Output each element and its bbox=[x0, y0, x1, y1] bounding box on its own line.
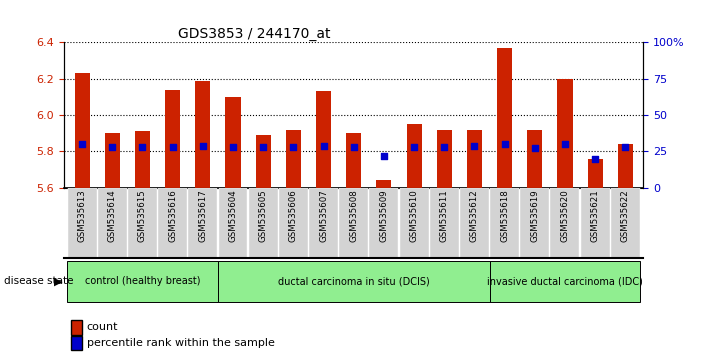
Text: GSM535615: GSM535615 bbox=[138, 190, 147, 242]
FancyBboxPatch shape bbox=[490, 261, 641, 302]
Text: GSM535618: GSM535618 bbox=[500, 190, 509, 242]
FancyBboxPatch shape bbox=[68, 188, 97, 258]
FancyBboxPatch shape bbox=[218, 261, 490, 302]
Bar bbox=[75, 73, 90, 188]
FancyBboxPatch shape bbox=[460, 188, 489, 258]
Bar bbox=[557, 79, 572, 188]
Point bbox=[318, 143, 329, 148]
FancyBboxPatch shape bbox=[370, 188, 398, 258]
Bar bbox=[467, 130, 482, 188]
FancyBboxPatch shape bbox=[188, 188, 218, 258]
Text: count: count bbox=[87, 322, 118, 332]
Point bbox=[589, 156, 601, 161]
Text: GSM535605: GSM535605 bbox=[259, 190, 267, 242]
Text: GSM535608: GSM535608 bbox=[349, 190, 358, 242]
Text: ▶: ▶ bbox=[54, 276, 63, 286]
Point bbox=[439, 144, 450, 150]
FancyBboxPatch shape bbox=[550, 188, 579, 258]
Text: invasive ductal carcinoma (IDC): invasive ductal carcinoma (IDC) bbox=[487, 276, 643, 286]
FancyBboxPatch shape bbox=[158, 188, 187, 258]
FancyBboxPatch shape bbox=[309, 188, 338, 258]
Text: percentile rank within the sample: percentile rank within the sample bbox=[87, 338, 274, 348]
Bar bbox=[286, 130, 301, 188]
Text: GSM535621: GSM535621 bbox=[591, 190, 599, 242]
Bar bbox=[346, 133, 361, 188]
Bar bbox=[196, 81, 210, 188]
Point bbox=[560, 141, 571, 147]
Bar bbox=[528, 130, 542, 188]
Text: GSM535606: GSM535606 bbox=[289, 190, 298, 242]
Text: GSM535604: GSM535604 bbox=[228, 190, 237, 242]
Point bbox=[529, 145, 540, 151]
Bar bbox=[316, 91, 331, 188]
Text: GSM535614: GSM535614 bbox=[108, 190, 117, 242]
Bar bbox=[105, 133, 120, 188]
FancyBboxPatch shape bbox=[581, 188, 609, 258]
Point bbox=[288, 144, 299, 150]
Point bbox=[137, 144, 148, 150]
Point bbox=[257, 144, 269, 150]
Point bbox=[107, 144, 118, 150]
Text: GSM535619: GSM535619 bbox=[530, 190, 540, 242]
Point bbox=[469, 143, 480, 148]
Text: GSM535609: GSM535609 bbox=[380, 190, 388, 242]
Text: GSM535616: GSM535616 bbox=[168, 190, 177, 242]
FancyBboxPatch shape bbox=[218, 188, 247, 258]
FancyBboxPatch shape bbox=[429, 188, 459, 258]
FancyBboxPatch shape bbox=[249, 188, 278, 258]
Text: control (healthy breast): control (healthy breast) bbox=[85, 276, 201, 286]
Point bbox=[620, 144, 631, 150]
FancyBboxPatch shape bbox=[611, 188, 640, 258]
FancyBboxPatch shape bbox=[98, 188, 127, 258]
Text: GSM535617: GSM535617 bbox=[198, 190, 208, 242]
FancyBboxPatch shape bbox=[67, 261, 218, 302]
Point bbox=[408, 144, 419, 150]
Point bbox=[197, 143, 208, 148]
Bar bbox=[618, 144, 633, 188]
FancyBboxPatch shape bbox=[128, 188, 157, 258]
FancyBboxPatch shape bbox=[490, 188, 519, 258]
Point bbox=[167, 144, 178, 150]
Text: disease state: disease state bbox=[4, 276, 73, 286]
Bar bbox=[587, 159, 603, 188]
FancyBboxPatch shape bbox=[520, 188, 550, 258]
Bar bbox=[437, 130, 451, 188]
Point bbox=[76, 141, 87, 147]
Point bbox=[348, 144, 359, 150]
Bar bbox=[225, 97, 240, 188]
Bar bbox=[376, 181, 392, 188]
Point bbox=[378, 153, 390, 159]
FancyBboxPatch shape bbox=[279, 188, 308, 258]
Point bbox=[499, 141, 510, 147]
Bar bbox=[135, 131, 150, 188]
Text: GDS3853 / 244170_at: GDS3853 / 244170_at bbox=[178, 27, 330, 41]
Text: GSM535610: GSM535610 bbox=[410, 190, 419, 242]
Text: ductal carcinoma in situ (DCIS): ductal carcinoma in situ (DCIS) bbox=[278, 276, 429, 286]
Bar bbox=[407, 124, 422, 188]
Text: GSM535613: GSM535613 bbox=[77, 190, 87, 242]
FancyBboxPatch shape bbox=[339, 188, 368, 258]
Bar bbox=[497, 48, 512, 188]
FancyBboxPatch shape bbox=[400, 188, 429, 258]
Point bbox=[228, 144, 239, 150]
Text: GSM535607: GSM535607 bbox=[319, 190, 328, 242]
Bar bbox=[256, 135, 271, 188]
Text: GSM535611: GSM535611 bbox=[440, 190, 449, 242]
Text: GSM535622: GSM535622 bbox=[621, 190, 630, 242]
Bar bbox=[165, 90, 180, 188]
Text: GSM535620: GSM535620 bbox=[560, 190, 570, 242]
Text: GSM535612: GSM535612 bbox=[470, 190, 479, 242]
